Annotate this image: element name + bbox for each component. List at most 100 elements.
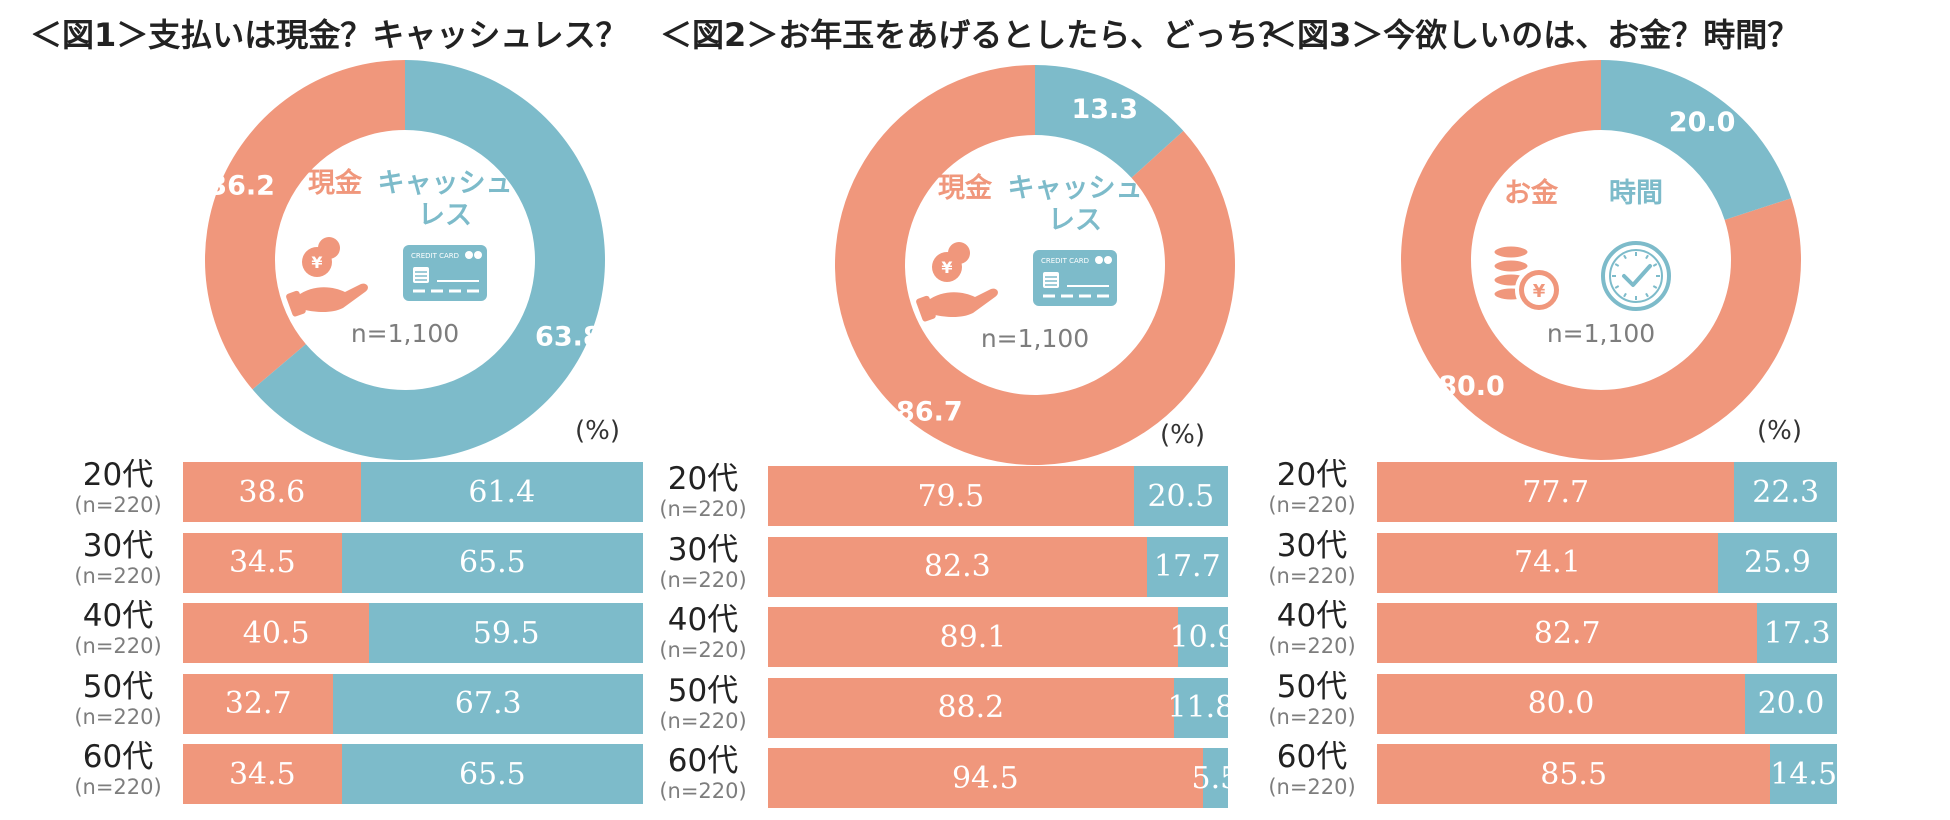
figure-2-panel: ＜図2＞お年玉をあげるとしたら、どっち？ 86.7 13.3 現金 ¥ キャッシュ レス C… [659, 0, 1300, 820]
figure-3-bar-4-segment-2: 20.0 [1745, 673, 1837, 734]
figure-2-legend-1-line-1: 現金 [938, 172, 993, 204]
figure-1-row-sample: (n=220) [74, 775, 162, 799]
figure-2-donut: 86.7 13.3 現金 ¥ キャッシュレス CREDIT CARD n=1,100 [835, 65, 1235, 465]
figure-3-bar-5-segment-2: 14.5 [1770, 744, 1837, 804]
hand-coin-icon: ¥ [916, 242, 998, 322]
figure-1-bar-1: 38.6 61.4 [183, 462, 643, 522]
figure-1-sample-size: n=1,100 [351, 319, 459, 348]
figure-2-row-sample: (n=220) [659, 779, 747, 803]
figure-3-bar-1-segment-2: 22.3 [1734, 462, 1837, 522]
figure-1-bar-3-segment-1: 40.5 [183, 603, 370, 663]
figure-1-slice-2 [252, 60, 605, 461]
figure-3-slice-2-label: 20.0 [1669, 107, 1736, 138]
figure-2-unit: (%) [1160, 420, 1205, 450]
figure-1-row-age: 30代 [82, 527, 154, 564]
coin-stack-icon: ¥ [1491, 243, 1563, 314]
figure-2-row-age: 20代 [667, 461, 739, 497]
figure-3-row-age: 20代 [1276, 457, 1348, 493]
figure-2-bar-4-segment-1: 88.2 [768, 677, 1174, 738]
figure-1-bar-5: 34.5 65.5 [183, 744, 643, 804]
figure-3-row-label: 30代 (n=220) [1257, 527, 1367, 588]
figure-3-row-sample: (n=220) [1268, 775, 1356, 799]
figure-1-row-label: 20代 (n=220) [63, 460, 173, 516]
figure-3-row-label: 60代 (n=220) [1257, 742, 1367, 798]
figure-1-row-age: 40代 [82, 598, 154, 634]
figure-3-bar-3-segment-1: 82.7 [1377, 603, 1758, 663]
figure-2-slice-1-label: 86.7 [896, 397, 963, 428]
figure-1-row-sample: (n=220) [74, 704, 162, 729]
figure-1-panel: ＜図1＞支払いは現金？キャッシュレス？ 36.2 63.8 現金 ¥ キャッシュ レス CR… [30, 0, 670, 820]
figure-2-bar-5-segment-1: 94.5 [768, 748, 1203, 808]
figure-3-row-age: 30代 [1276, 527, 1348, 564]
figure-1-row-label: 60代 (n=220) [63, 742, 173, 798]
figure-1-row-age: 50代 [82, 668, 154, 705]
figure-3-bar-3-segment-2: 17.3 [1757, 603, 1837, 663]
figure-3-bar-4: 80.0 20.0 [1377, 673, 1837, 734]
figure-3-bar-5: 85.5 14.5 [1377, 744, 1837, 804]
figure-3-row-age: 50代 [1276, 668, 1348, 705]
figure-1-bar-2-segment-1: 34.5 [183, 532, 342, 593]
figure-2-row-label: 40代 (n=220) [648, 605, 758, 661]
figure-3-bar-4-segment-1: 80.0 [1377, 673, 1745, 734]
figure-3-bar-2-segment-1: 74.1 [1377, 532, 1718, 593]
figure-2-bar-5: 94.5 5.5 [768, 748, 1239, 808]
figure-3-slice-1-label: 80.0 [1438, 371, 1505, 402]
figure-2-row-label: 60代 (n=220) [648, 746, 758, 802]
figure-1-legend-1-line-1: 現金 [308, 167, 363, 199]
figure-1-row-label: 30代 (n=220) [63, 527, 173, 587]
figure-2-sample-size: n=1,100 [981, 324, 1089, 353]
figure-3-row-label: 40代 (n=220) [1257, 601, 1367, 657]
figure-2-slice-2-label: 13.3 [1071, 94, 1138, 125]
figure-1-bar-3: 40.5 59.5 [183, 603, 643, 663]
figure-3-row-sample: (n=220) [1268, 634, 1356, 658]
figure-1-title: ＜図1＞支払いは現金？キャッシュレス？ [30, 16, 628, 54]
hand-coin-icon: ¥ [286, 237, 368, 317]
figure-2-row-sample: (n=220) [659, 497, 747, 521]
figure-3-bar-1-segment-1: 77.7 [1377, 462, 1735, 522]
figure-3-row-age: 40代 [1276, 598, 1348, 634]
figure-1-row-label: 50代 (n=220) [63, 668, 173, 729]
figure-2-row-sample: (n=220) [659, 708, 747, 733]
figure-2-row-label: 20代 (n=220) [648, 464, 758, 520]
figure-3-legend-2-line-1: 時間 [1609, 178, 1663, 209]
figure-1-bar-2-segment-2: 65.5 [341, 532, 643, 593]
figure-2-legend-2-line-2: レス [1048, 205, 1102, 236]
figure-1-donut: 36.2 63.8 現金 ¥ キャッシュレス CREDIT CARD n=1,100 [205, 60, 605, 461]
figure-2-bar-3-segment-2: 10.9 [1170, 607, 1236, 667]
figure-2-bar-3-segment-1: 89.1 [768, 607, 1178, 667]
figure-3-row-sample: (n=220) [1268, 563, 1356, 588]
figure-2-title: ＜図2＞お年玉をあげるとしたら、どっち？ [660, 16, 1291, 54]
figure-3-row-sample: (n=220) [1268, 704, 1356, 729]
svg-text:¥: ¥ [311, 253, 322, 272]
figure-1-legend-2-line-1: キャッシュ [378, 168, 513, 199]
figure-1-row-sample: (n=220) [74, 634, 162, 658]
figure-3-row-label: 50代 (n=220) [1257, 668, 1367, 729]
figure-3-slice-2 [1601, 60, 1792, 220]
clock-icon [1601, 241, 1671, 311]
figure-1-bar-4-segment-1: 32.7 [183, 673, 334, 734]
figure-1-bar-5-segment-2: 65.5 [341, 744, 643, 804]
figure-1-row-age: 60代 [82, 739, 154, 775]
figure-3-bar-5-segment-1: 85.5 [1377, 744, 1771, 804]
figure-1-row-label: 40代 (n=220) [63, 601, 173, 657]
figure-1-bar-4-segment-2: 67.3 [333, 673, 643, 734]
figure-3-donut: 80.0 20.0 お金 ¥ 時間 n=1,100 [1401, 60, 1801, 460]
figure-1-slice-2-label: 63.8 [535, 322, 602, 353]
figure-2-bar-1: 79.5 20.5 [768, 466, 1228, 526]
figure-2-row-age: 60代 [667, 743, 739, 779]
figure-1-slice-1 [205, 60, 405, 390]
figure-1-bar-1-segment-1: 38.6 [183, 462, 361, 522]
figure-2-row-label: 50代 (n=220) [648, 675, 758, 733]
figure-2-bar-4-segment-2: 11.8 [1167, 677, 1234, 738]
credit-card-icon: CREDIT CARD [403, 245, 487, 301]
figure-1-bar-4: 32.7 67.3 [183, 673, 643, 734]
figure-1-bar-2: 34.5 65.5 [183, 532, 643, 593]
figure-3-title: ＜図3＞今欲しいのは、お金？時間？ [1265, 16, 1800, 54]
figure-2-row-age: 30代 [667, 531, 739, 568]
svg-text:CREDIT CARD: CREDIT CARD [411, 252, 459, 260]
figure-1-slice-1-label: 36.2 [208, 170, 275, 201]
figure-3-row-age: 60代 [1276, 739, 1348, 775]
svg-text:CREDIT CARD: CREDIT CARD [1041, 257, 1089, 265]
svg-text:¥: ¥ [1533, 281, 1546, 302]
figure-1-bar-3-segment-2: 59.5 [369, 603, 643, 663]
